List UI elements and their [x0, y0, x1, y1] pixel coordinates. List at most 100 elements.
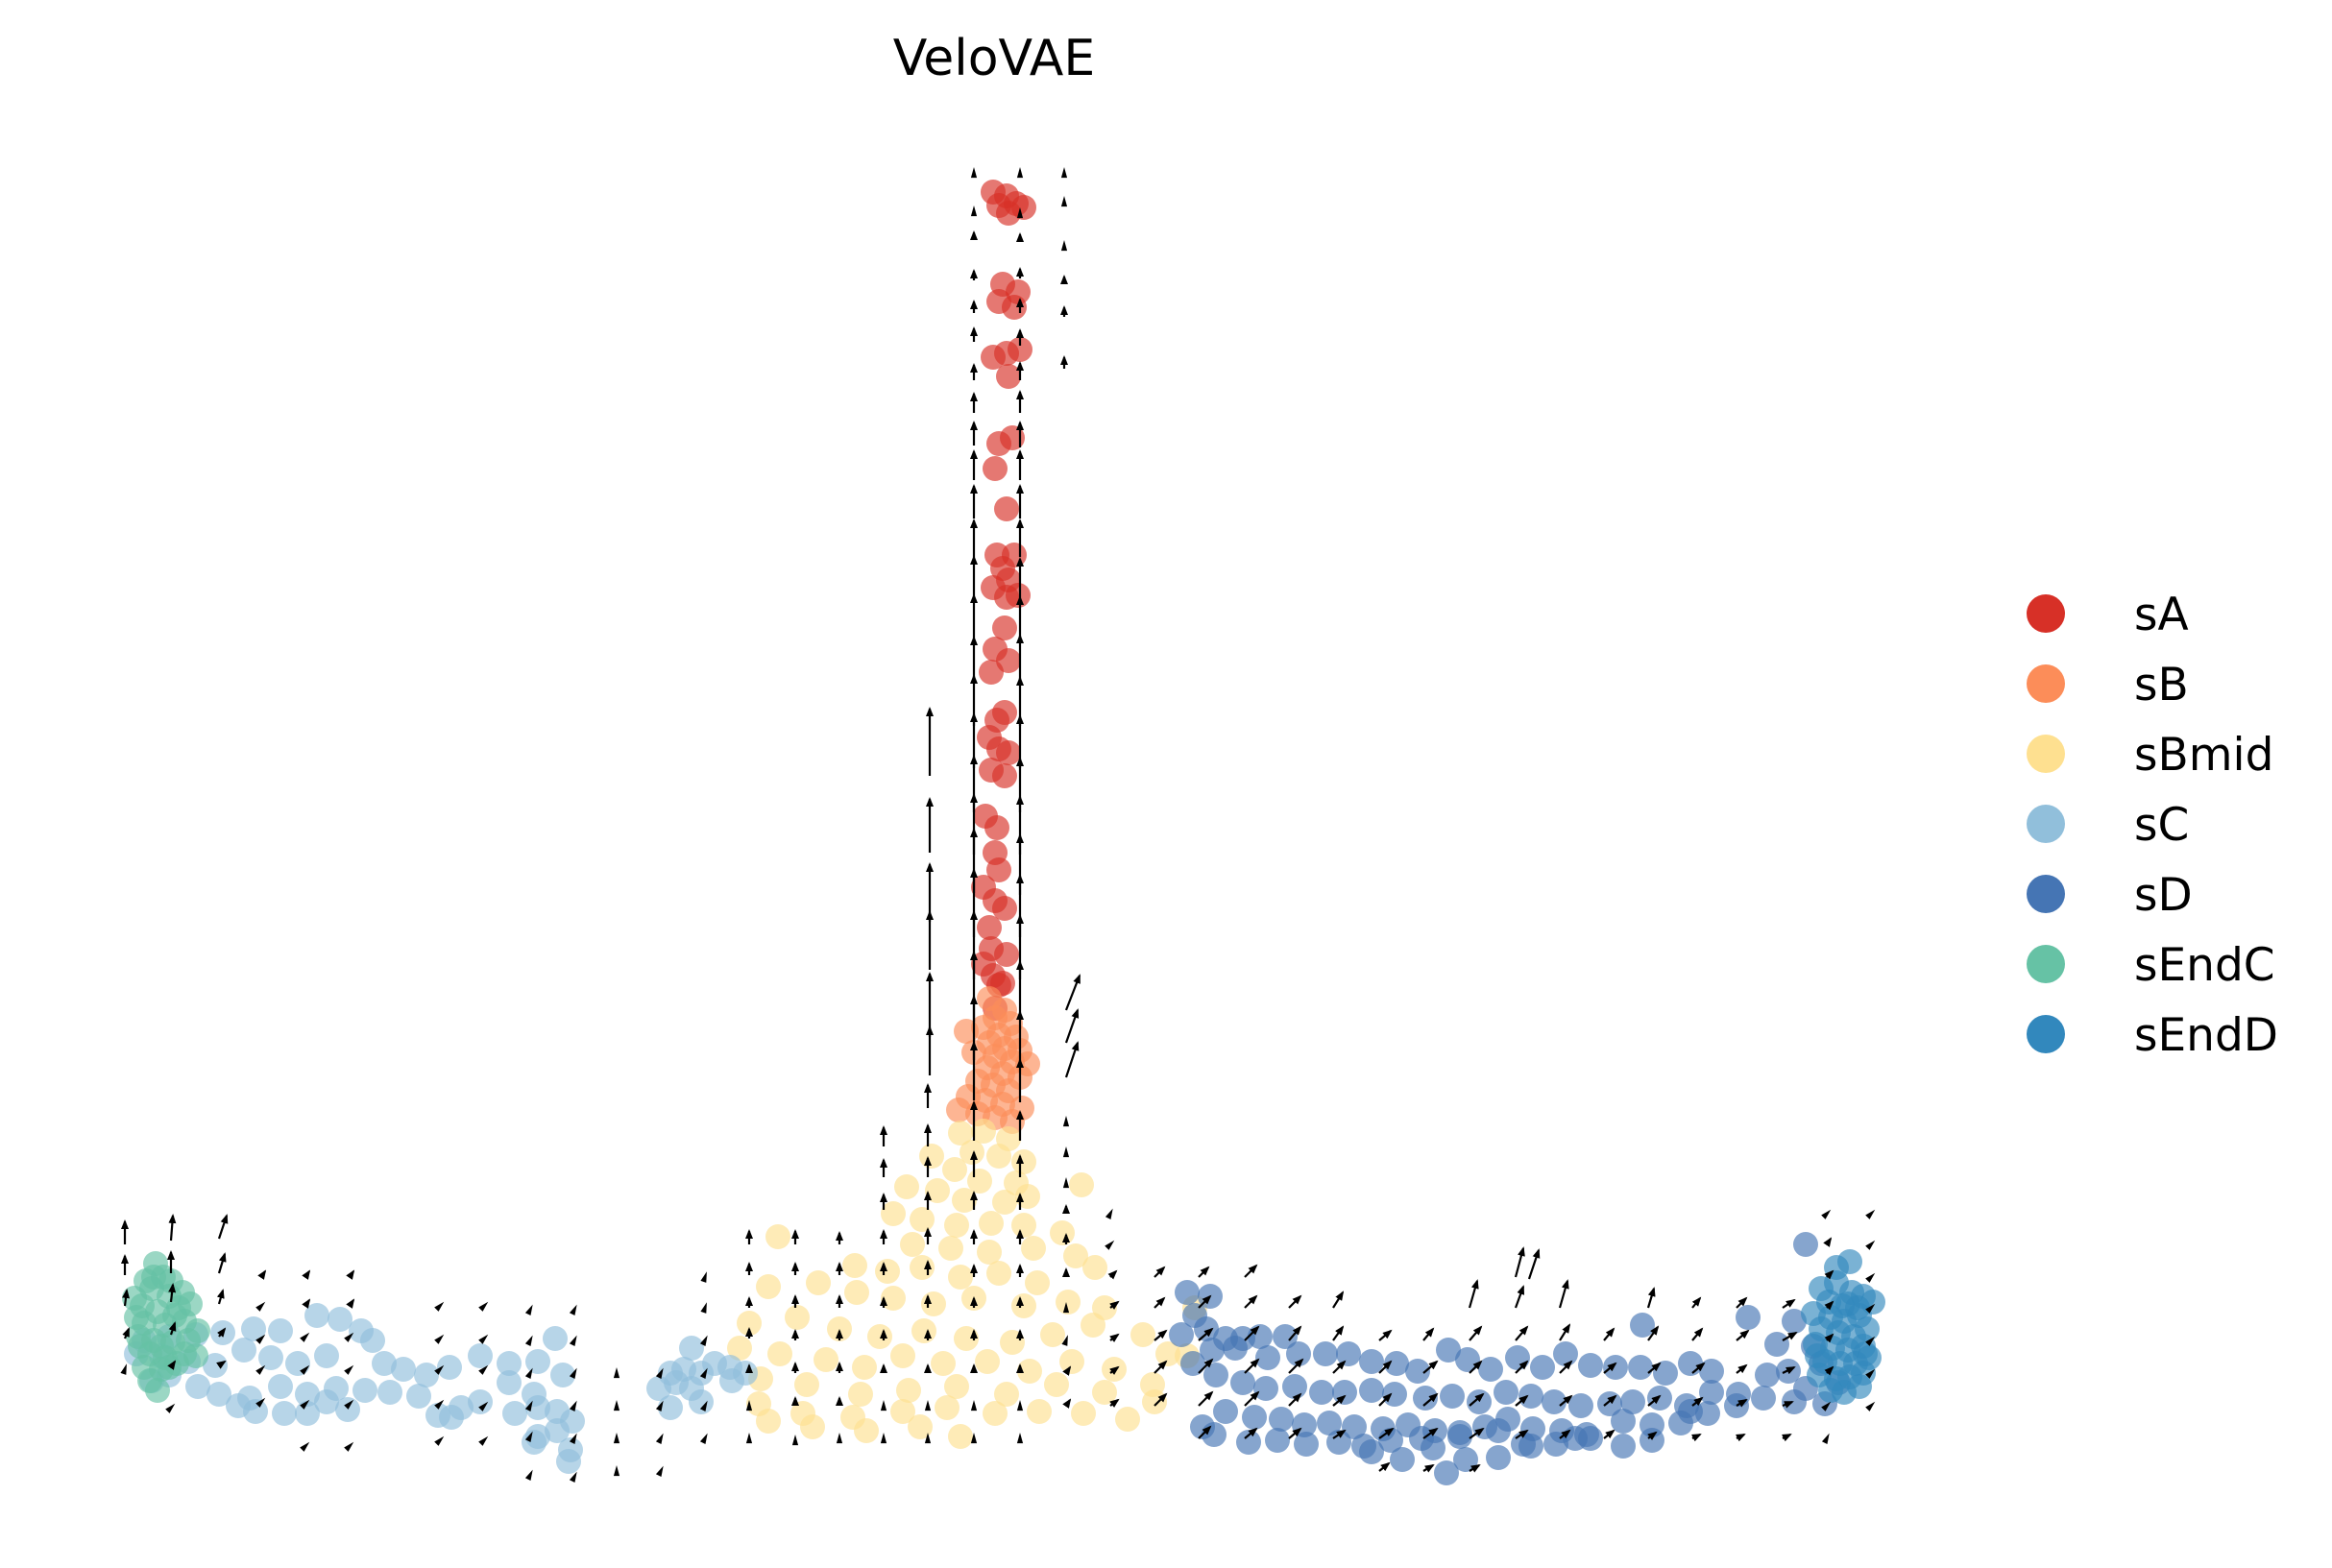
point-sD-107	[1518, 1434, 1543, 1459]
point-sBmid-13	[992, 1190, 1017, 1215]
point-sC-44	[272, 1401, 297, 1426]
velocity-arrow-66	[699, 1367, 708, 1379]
point-sC-19	[391, 1357, 416, 1382]
point-sD-36	[1332, 1380, 1357, 1405]
velocity-arrow-7	[168, 1283, 177, 1303]
velocity-arrow-19	[255, 1364, 266, 1375]
point-sC-47	[335, 1397, 360, 1422]
point-sD-108	[1563, 1426, 1588, 1451]
velocity-arrow-289	[1782, 1400, 1794, 1409]
point-sA-43	[977, 915, 1002, 940]
point-sC-28	[185, 1374, 210, 1399]
velocity-arrow-40	[478, 1364, 489, 1375]
velocity-arrow-14	[217, 1327, 227, 1338]
velocity-arrow-47	[524, 1431, 533, 1442]
point-sD-54	[1213, 1399, 1238, 1424]
point-sD-87	[1486, 1418, 1511, 1443]
velocity-arrow-65	[699, 1335, 708, 1346]
velocity-arrow-31	[344, 1399, 354, 1410]
point-sC-53	[560, 1409, 585, 1434]
point-sBmid-31	[948, 1265, 973, 1290]
point-sD-12	[1286, 1341, 1311, 1366]
plot-points	[122, 180, 1885, 1485]
velocity-arrow-18	[255, 1334, 266, 1344]
point-sD-103	[1390, 1447, 1415, 1472]
point-sBmid-28	[842, 1253, 867, 1278]
point-sD-0	[1175, 1280, 1200, 1305]
point-sBmid-24	[938, 1236, 963, 1261]
velocity-arrow-60	[655, 1400, 664, 1411]
point-sBmid-58	[890, 1343, 915, 1368]
point-sD-98	[1764, 1332, 1789, 1357]
point-sEndD-31	[1837, 1249, 1862, 1274]
velocity-arrow-55	[613, 1367, 620, 1379]
point-sD-106	[1486, 1445, 1511, 1470]
point-sD-40	[1440, 1384, 1465, 1409]
velocity-arrow-252	[1469, 1360, 1483, 1374]
point-sA-28	[979, 660, 1004, 685]
point-sBmid-0	[948, 1121, 973, 1146]
point-sA-37	[984, 815, 1009, 840]
point-sC-57	[556, 1449, 581, 1474]
velocity-arrow-301	[1865, 1272, 1876, 1283]
point-sC-13	[258, 1345, 283, 1370]
point-sBmid-33	[1025, 1270, 1050, 1295]
point-sC-36	[406, 1384, 431, 1409]
point-sEndD-34	[1860, 1290, 1885, 1315]
point-sBmid-57	[852, 1355, 877, 1380]
point-sC-24	[525, 1349, 550, 1374]
velocity-arrow-224	[1244, 1264, 1258, 1278]
point-sEndD-32	[1853, 1341, 1878, 1366]
velocity-arrow-270	[1603, 1429, 1615, 1439]
velocity-arrow-20	[255, 1397, 266, 1408]
velocity-arrow-214	[1154, 1296, 1166, 1309]
legend-label-sB: sB	[2134, 659, 2189, 712]
velocity-arrow-277	[1691, 1327, 1704, 1341]
point-sBmid-41	[1011, 1293, 1036, 1318]
point-sBmid-72	[1044, 1372, 1069, 1397]
velocity-arrow-188	[1060, 196, 1068, 207]
velocity-arrow-210	[1109, 1333, 1120, 1342]
point-sEndC-27	[124, 1305, 149, 1330]
point-sEndC-33	[128, 1334, 153, 1359]
velocity-arrow-152	[1016, 167, 1024, 179]
point-sD-42	[1494, 1380, 1518, 1405]
point-sD-104	[1421, 1435, 1445, 1460]
velocity-arrow-42	[478, 1435, 489, 1446]
point-sBmid-16	[881, 1201, 906, 1226]
point-sD-32	[1230, 1370, 1255, 1395]
velocity-arrow-2	[122, 1289, 130, 1307]
velocity-arrow-265	[1559, 1394, 1573, 1407]
point-sEndD-33	[1847, 1374, 1872, 1399]
velocity-arrow-28	[346, 1298, 355, 1309]
point-sC-51	[525, 1395, 550, 1420]
velocity-arrow-271	[1646, 1287, 1656, 1309]
point-sC-17	[360, 1328, 385, 1353]
velocity-arrow-278	[1691, 1362, 1706, 1374]
velocity-arrow-288	[1782, 1366, 1796, 1375]
point-sD-24	[1578, 1353, 1603, 1378]
point-sC-43	[243, 1399, 268, 1424]
point-sC-4	[241, 1316, 266, 1341]
velocity-arrow-306	[1527, 1248, 1541, 1280]
point-sD-91	[1611, 1434, 1636, 1459]
point-sEndC-29	[183, 1343, 208, 1368]
point-sBmid-62	[1059, 1349, 1084, 1374]
velocity-arrow-37	[434, 1435, 445, 1446]
velocity-arrow-233	[1288, 1392, 1302, 1407]
velocity-arrow-5	[168, 1214, 177, 1242]
velocity-arrow-109	[924, 1400, 932, 1411]
point-sBmid-73	[1092, 1380, 1117, 1405]
point-sBmid-64	[1155, 1341, 1180, 1366]
point-sD-27	[1653, 1361, 1678, 1386]
legend-marker-sB	[2027, 664, 2065, 703]
velocity-arrow-292	[1823, 1237, 1833, 1247]
point-sA-25	[992, 615, 1017, 640]
point-sBmid-54	[727, 1336, 752, 1361]
point-sBmid-81	[983, 1401, 1008, 1426]
legend-label-sC: sC	[2134, 799, 2189, 852]
point-sBmid-30	[910, 1255, 935, 1280]
point-sA-33	[996, 740, 1021, 765]
point-sD-47	[1620, 1389, 1645, 1414]
